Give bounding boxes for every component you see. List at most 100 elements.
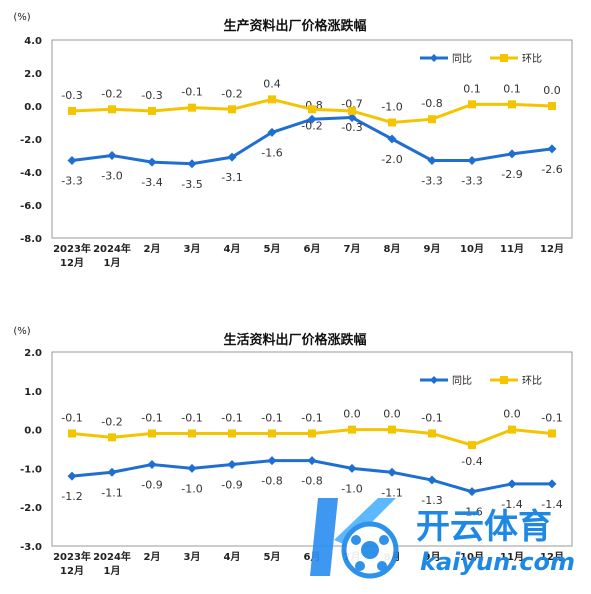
legend-swatch-marker <box>430 54 438 62</box>
data-point-mom <box>548 429 556 438</box>
data-point-yoy <box>507 149 517 159</box>
x-tick-label: 2024年 <box>93 242 131 255</box>
data-point-mom <box>108 433 116 442</box>
data-point-yoy <box>467 155 477 165</box>
data-label-yoy: -3.3 <box>421 174 442 187</box>
y-tick-label: -3.0 <box>20 542 42 553</box>
data-point-yoy <box>227 460 237 470</box>
data-point-mom <box>428 115 436 124</box>
y-tick-label: -2.0 <box>20 135 42 146</box>
data-label-mom: -0.1 <box>421 411 442 424</box>
legend-label: 环比 <box>522 53 542 65</box>
data-point-yoy <box>67 155 77 165</box>
data-point-yoy <box>67 471 77 481</box>
data-label-mom: -0.1 <box>61 411 82 424</box>
watermark-brand-en: kaiyun.com <box>420 548 575 576</box>
data-label-mom: -0.2 <box>221 87 242 100</box>
plot-area-frame <box>51 39 573 239</box>
data-label-mom: -0.1 <box>301 411 322 424</box>
data-label-yoy: -0.8 <box>301 475 322 488</box>
x-tick-label: 3月 <box>184 243 201 255</box>
data-label-yoy: -1.0 <box>341 482 362 495</box>
y-tick-label: -6.0 <box>20 201 42 212</box>
x-tick-label: 12月 <box>60 565 84 577</box>
data-point-mom <box>308 429 316 438</box>
data-label-yoy: -1.6 <box>261 146 282 159</box>
y-axis-unit: (%) <box>13 326 30 337</box>
data-label-mom: 0.1 <box>503 82 521 95</box>
x-tick-label: 2023年 <box>53 242 91 255</box>
data-label-mom: -0.1 <box>261 411 282 424</box>
x-tick-label: 12月 <box>540 243 564 255</box>
data-point-mom <box>388 118 396 127</box>
x-tick-label: 12月 <box>60 257 84 269</box>
data-point-yoy <box>547 144 557 154</box>
data-label-mom: -0.3 <box>61 89 82 102</box>
data-point-yoy <box>307 114 317 124</box>
data-label-yoy: -3.1 <box>221 171 242 184</box>
data-label-yoy: -1.0 <box>181 482 202 495</box>
data-label-yoy: -1.2 <box>61 490 82 503</box>
data-label-yoy: -0.9 <box>141 479 162 492</box>
x-tick-label: 9月 <box>424 551 441 563</box>
data-point-yoy <box>227 152 237 162</box>
data-point-yoy <box>387 134 397 144</box>
data-point-yoy <box>507 479 517 489</box>
data-label-yoy: -1.1 <box>101 486 122 499</box>
data-point-mom <box>308 105 316 114</box>
x-tick-label: 1月 <box>104 565 121 577</box>
data-point-mom <box>268 429 276 438</box>
x-tick-label: 5月 <box>264 243 281 255</box>
chart-title: 生活资料出厂价格涨跌幅 <box>223 332 366 348</box>
y-tick-label: 2.0 <box>24 69 42 80</box>
data-point-mom <box>508 425 516 434</box>
y-tick-label: 0.0 <box>24 102 42 113</box>
data-label-mom: -0.3 <box>141 89 162 102</box>
x-tick-label: 4月 <box>224 243 241 255</box>
data-label-mom: 0.0 <box>383 408 401 421</box>
data-point-yoy <box>347 463 357 473</box>
data-point-yoy <box>107 151 117 160</box>
data-point-mom <box>148 429 156 438</box>
data-label-yoy: -0.9 <box>221 479 242 492</box>
y-tick-label: -8.0 <box>20 234 42 245</box>
y-tick-label: 1.0 <box>24 387 42 398</box>
data-label-yoy: -1.1 <box>381 486 402 499</box>
data-point-mom <box>428 429 436 438</box>
data-label-mom: -1.0 <box>381 101 402 114</box>
chart-consumer-goods: 生活资料出厂价格涨跌幅 (%) 2.0 1.0 0.0 -1.0 -2.0 -3.0 2023年… <box>0 318 591 590</box>
data-point-mom <box>468 441 476 450</box>
data-label-mom: 0.0 <box>543 84 561 97</box>
data-label-mom: -0.1 <box>541 411 562 424</box>
data-label-mom: -0.4 <box>461 455 482 468</box>
data-point-mom <box>508 100 516 109</box>
x-tick-label: 8月 <box>384 243 401 255</box>
data-point-yoy <box>187 463 197 473</box>
chart-producer-goods: 生产资料出厂价格涨跌幅 (%) 4.0 2.0 0.0 -2.0 -4.0 -6.0 -8.0 2… <box>0 0 591 290</box>
data-point-yoy <box>547 479 557 489</box>
data-point-yoy <box>387 467 397 477</box>
legend-label: 同比 <box>452 53 472 65</box>
x-tick-label: 10月 <box>460 243 484 255</box>
legend-swatch-marker <box>430 376 438 384</box>
data-label-yoy: -3.4 <box>141 176 162 189</box>
kaiyun-logo-icon: 开云体育 kaiyun.com <box>310 498 575 579</box>
data-label-yoy: -2.0 <box>381 153 402 166</box>
data-label-mom: -0.2 <box>301 119 322 132</box>
x-tick-label: 12月 <box>540 551 564 563</box>
y-tick-label: 2.0 <box>24 348 42 359</box>
data-point-yoy <box>307 456 317 466</box>
x-tick-label: 11月 <box>500 551 524 563</box>
data-point-yoy <box>107 467 117 477</box>
data-point-mom <box>548 102 556 110</box>
data-point-yoy <box>347 113 357 123</box>
data-point-mom <box>268 95 276 104</box>
x-tick-label: 9月 <box>424 243 441 255</box>
x-tick-label: 3月 <box>184 551 201 563</box>
data-label-yoy: -2.6 <box>541 163 562 176</box>
data-point-yoy <box>267 456 277 466</box>
data-label-yoy: -3.3 <box>461 174 482 187</box>
y-tick-label: -1.0 <box>20 464 42 475</box>
data-label-yoy: -2.9 <box>501 168 522 181</box>
data-label-yoy: -0.8 <box>261 475 282 488</box>
